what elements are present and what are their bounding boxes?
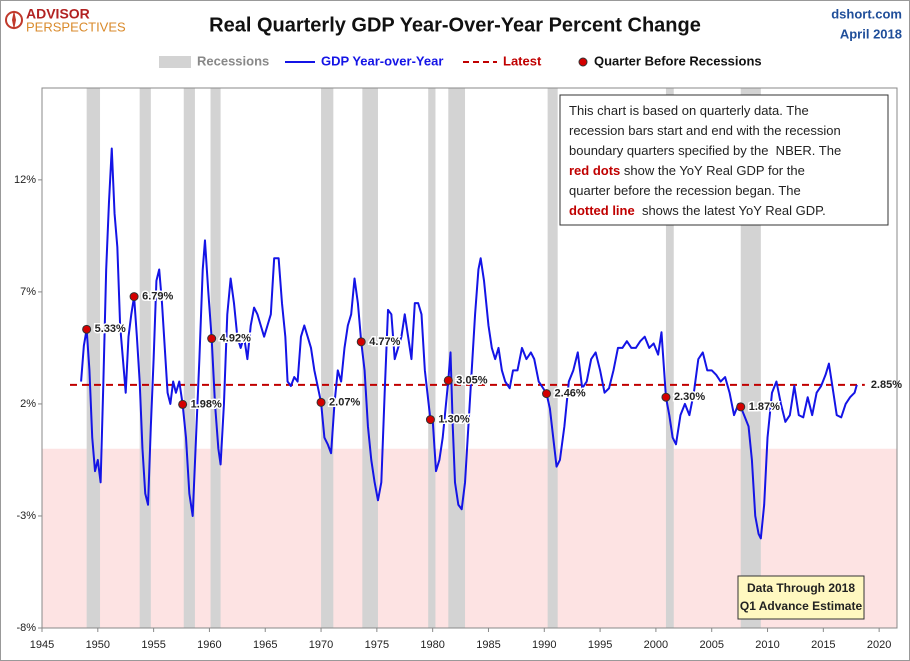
logo-icon [12,10,16,30]
note-text: This chart is based on quarterly data. T… [569,103,809,118]
source: dshort.com [831,6,902,21]
dot-label: 1.30% [438,414,469,426]
note-text: shows the latest YoY Real GDP. [635,203,826,218]
recession-dot [425,415,435,425]
recession-dot [661,392,671,402]
data-note-box [737,575,865,620]
logo-text: ADVISOR [26,6,90,22]
y-tick-label: 12% [14,174,36,186]
dot-label: 6.79% [142,291,173,303]
recession-bar [362,88,378,628]
recession-bar [183,88,195,628]
x-tick-label: 1955 [141,639,165,651]
latest-label: 2.85% [871,379,902,391]
recession-dot [207,334,217,344]
note-text: quarter before the recession began. The [569,183,801,198]
dot-label: 4.92% [220,332,251,344]
recession-dot [356,337,366,347]
recession-bar [665,88,674,628]
x-tick-label: 2020 [867,639,891,651]
legend-label: Latest [503,53,542,68]
legend-label: GDP Year-over-Year [321,53,443,68]
recession-dot [736,402,746,412]
recession-bar [428,88,436,628]
x-tick-label: 1960 [197,639,221,651]
y-tick-label: -8% [16,622,36,634]
y-tick-label: 7% [20,286,36,298]
x-tick-label: 2000 [644,639,668,651]
logo: ADVISOR PERSPECTIVES [5,6,126,34]
recession-bar [139,88,151,628]
legend-swatch [159,56,191,68]
dot-label: 2.46% [555,388,586,400]
dot-label: 1.98% [191,398,222,410]
legend-label: Quarter Before Recessions [594,53,762,68]
x-tick-label: 1970 [309,639,333,651]
y-tick-label: -3% [16,510,36,522]
recession-dot [542,389,552,399]
logo-text: PERSPECTIVES [26,19,126,34]
recession-dot [443,375,453,385]
recession-bar [86,88,101,628]
recession-dot [82,324,92,334]
x-tick-label: 1980 [420,639,444,651]
plot-area: -8% -3% 2% 7% 12% 1945 1950 1955 1960 1965 1970 197… [14,87,902,651]
x-tick-label: 1985 [476,639,500,651]
note-text: red dots [569,163,620,178]
recession-bar [321,88,334,628]
gdp-line [80,147,858,540]
legend: Recessions GDP Year-over-Year Latest Qua… [159,53,762,68]
dot-label: 4.77% [369,336,400,348]
legend-label: Recessions [197,53,269,68]
dot-label: 1.87% [749,401,780,413]
note-box [559,94,889,226]
data-note: Q1 Advance Estimate [740,599,863,613]
dot-label: 5.33% [95,323,126,335]
x-tick-label: 1945 [30,639,54,651]
recession-bar [547,88,558,628]
plot-border [41,87,898,629]
dot-label: 2.07% [329,396,360,408]
note: This chart is based on quarterly data. T… [569,103,841,218]
legend-swatch [578,57,588,67]
chart-title: Real Quarterly GDP Year-Over-Year Percen… [209,14,701,36]
data-note: Data Through 2018 [747,581,855,595]
recession-dot [316,397,326,407]
x-tick-label: 1990 [532,639,556,651]
recession-bar [448,88,466,628]
recession-bar [210,88,221,628]
x-tick-label: 1950 [86,639,110,651]
x-tick-label: 1965 [253,639,277,651]
recession-dot [178,399,188,409]
date: April 2018 [840,26,902,41]
x-tick-label: 1995 [588,639,612,651]
y-tick-label: 2% [20,398,36,410]
note-text: boundary quarters specified by the NBER.… [569,143,841,158]
note-text: show the YoY Real GDP for the [620,163,805,178]
x-tick-label: 1975 [365,639,389,651]
x-tick-label: 2010 [755,639,779,651]
x-tick-label: 2005 [699,639,723,651]
x-tick-label: 2015 [811,639,835,651]
note-text: dotted line [569,203,635,218]
dot-label: 3.05% [456,374,487,386]
dot-label: 2.30% [674,391,705,403]
note-text: recession bars start and end with the re… [569,123,841,138]
recession-dot [129,292,139,302]
